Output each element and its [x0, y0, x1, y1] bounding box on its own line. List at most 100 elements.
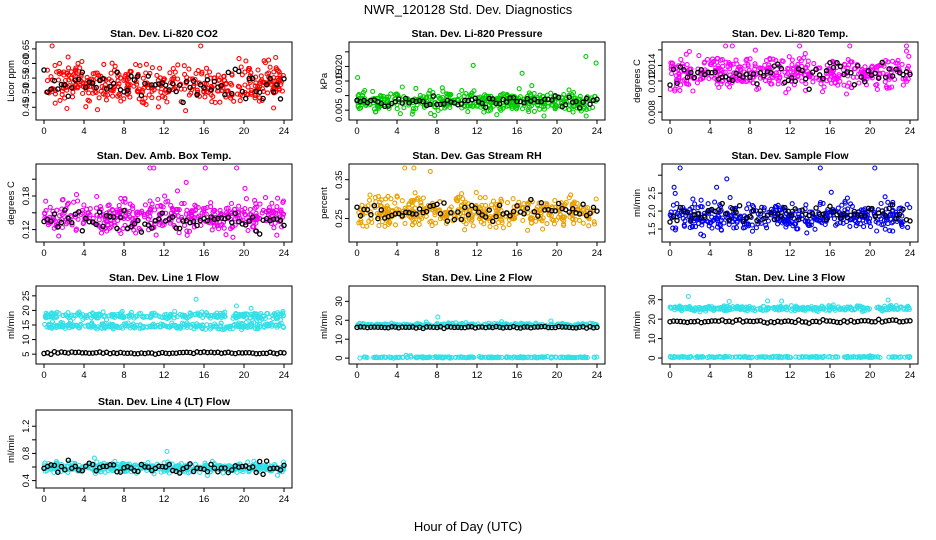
data-point: [874, 81, 880, 88]
data-point: [678, 56, 684, 63]
data-point: [500, 225, 506, 231]
data-point: [680, 78, 686, 84]
data-point: [229, 72, 235, 78]
data-point: [905, 63, 912, 69]
data-point: [402, 324, 409, 331]
data-point: [51, 211, 58, 217]
data-point: [423, 208, 430, 215]
y-tick-label: 0.25: [334, 209, 345, 228]
data-point: [876, 62, 883, 68]
data-point: [867, 216, 873, 222]
data-point: [890, 211, 896, 217]
data-point: [677, 318, 684, 325]
data-point: [694, 217, 700, 223]
data-point: [260, 350, 266, 356]
data-point: [441, 200, 447, 206]
data-point: [231, 98, 237, 104]
data-point: [256, 231, 263, 237]
data-point: [65, 54, 71, 60]
data-point: [175, 213, 181, 219]
data-point: [215, 326, 221, 332]
data-point: [899, 61, 905, 67]
data-point: [281, 222, 287, 229]
data-point: [745, 63, 751, 69]
data-point: [242, 95, 249, 102]
data-points: [354, 314, 600, 361]
data-point: [276, 323, 282, 329]
chart-title: Stan. Dev. Li-820 CO2: [110, 28, 218, 40]
data-point: [733, 57, 739, 63]
data-point: [860, 305, 866, 311]
data-point: [565, 354, 571, 360]
data-point: [252, 95, 258, 101]
data-point: [131, 77, 138, 83]
data-point: [685, 354, 691, 361]
data-point: [542, 207, 548, 213]
data-point: [125, 82, 132, 88]
data-point: [675, 77, 681, 84]
data-point: [562, 324, 569, 330]
data-point: [667, 82, 673, 88]
data-point: [466, 207, 472, 213]
data-point: [239, 72, 245, 78]
data-point: [105, 92, 111, 98]
y-axis-label: percent: [319, 187, 330, 219]
data-point: [439, 85, 445, 91]
data-point: [885, 59, 891, 65]
data-point: [694, 80, 700, 86]
data-point: [729, 77, 736, 84]
data-point: [734, 77, 740, 84]
data-point: [469, 90, 475, 96]
data-point: [865, 68, 872, 74]
data-point: [142, 95, 148, 101]
data-point: [830, 64, 837, 71]
data-point: [275, 310, 281, 316]
data-point: [157, 65, 163, 71]
data-point: [264, 310, 270, 317]
data-point: [855, 212, 861, 218]
data-point: [451, 216, 458, 223]
data-point: [841, 71, 847, 78]
data-point: [851, 208, 858, 215]
data-point: [477, 94, 483, 100]
x-tick-label: 24: [592, 126, 603, 137]
data-point: [43, 198, 49, 204]
data-point: [834, 319, 840, 325]
data-point: [788, 75, 795, 81]
data-point: [363, 354, 369, 360]
data-point: [684, 81, 690, 87]
data-point: [58, 219, 65, 226]
data-point: [809, 219, 815, 225]
data-point: [737, 214, 743, 220]
data-point: [217, 207, 223, 213]
data-point: [782, 318, 788, 325]
data-point: [402, 165, 408, 171]
data-point: [883, 206, 889, 212]
data-point: [94, 193, 100, 200]
data-point: [386, 94, 392, 100]
data-point: [566, 324, 572, 331]
data-point: [117, 312, 123, 318]
data-point: [249, 214, 256, 220]
data-point: [106, 202, 112, 208]
data-point: [80, 316, 86, 322]
y-tick-label: 25: [21, 291, 32, 302]
data-point: [792, 319, 798, 326]
data-point: [410, 222, 416, 228]
data-point: [107, 83, 113, 90]
data-point: [166, 350, 172, 357]
data-point: [872, 213, 878, 220]
data-point: [580, 99, 586, 105]
data-point: [169, 205, 175, 211]
data-point: [828, 212, 834, 218]
data-point: [93, 221, 99, 228]
data-point: [64, 70, 70, 76]
data-point: [501, 103, 507, 109]
data-point: [89, 219, 96, 225]
data-point: [462, 204, 468, 211]
x-tick-label: 0: [354, 126, 359, 137]
data-point: [496, 202, 503, 209]
data-point: [149, 225, 155, 231]
x-tick-label: 12: [472, 248, 483, 259]
data-point: [264, 322, 270, 328]
